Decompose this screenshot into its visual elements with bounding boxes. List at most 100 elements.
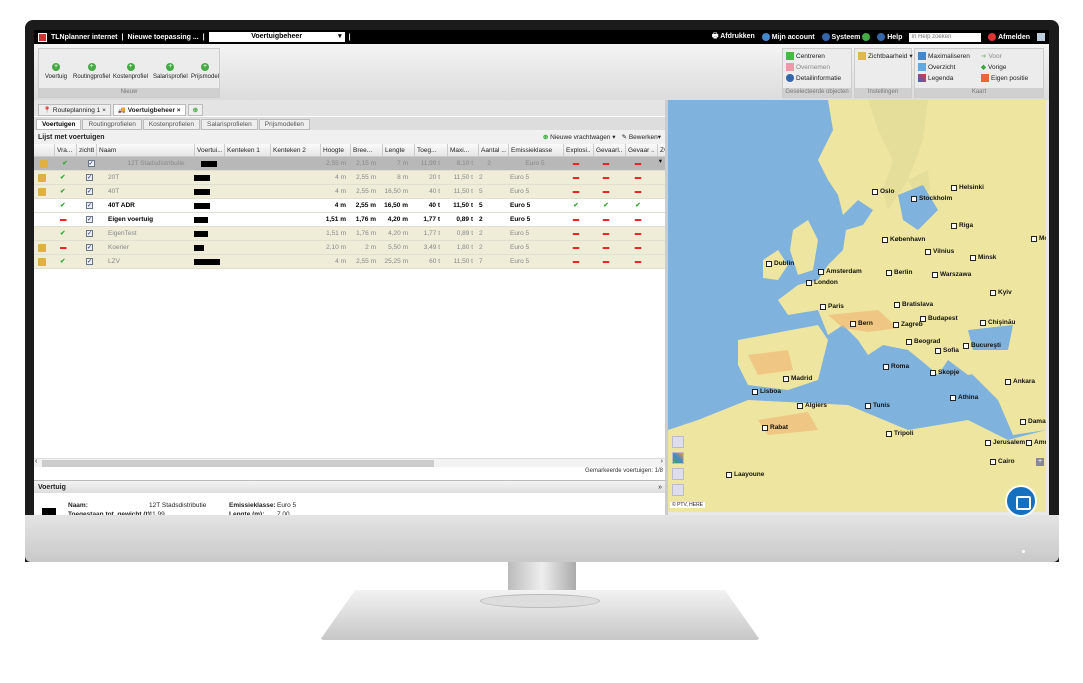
map-city-label[interactable]: Beograd xyxy=(906,338,940,345)
map-city-label[interactable]: Algiers xyxy=(797,402,827,409)
forward-button[interactable]: ➜ Voor xyxy=(981,52,1002,61)
logout-button[interactable]: Afmelden xyxy=(988,33,1030,41)
column-header[interactable]: Aantal ... xyxy=(478,144,506,156)
new-routingprofile-button[interactable]: + Routingprofiel xyxy=(73,63,111,80)
print-button[interactable]: 🖶 Afdrukken xyxy=(711,32,755,40)
map-city-label[interactable]: Bratislava xyxy=(894,301,933,308)
add-tab-button[interactable]: ⊕ xyxy=(187,104,204,116)
map-city-label[interactable]: Riga xyxy=(951,222,973,229)
map-layers-tool[interactable] xyxy=(672,436,684,448)
map-city-label[interactable]: Ankara xyxy=(1005,378,1035,385)
column-header[interactable]: Zv xyxy=(657,144,667,156)
map-city-label[interactable]: London xyxy=(806,279,838,286)
new-vehicle-button[interactable]: + Voertuig xyxy=(45,63,68,80)
expand-map-button[interactable]: + xyxy=(1036,458,1044,466)
column-header[interactable]: Gevaarl... xyxy=(593,144,622,156)
subtab-routingprofielen[interactable]: Routingprofielen xyxy=(82,119,142,130)
map-city-label[interactable]: Dublin xyxy=(766,260,794,267)
column-header[interactable]: Vra... xyxy=(54,144,74,156)
table-row[interactable]: ✔ ✓ 40T 4 m 2,55 m 16,50 m 40 t 11,50 t 5 Euro 5 ▬… xyxy=(34,185,665,199)
subtab-voertuigen[interactable]: Voertuigen xyxy=(36,119,82,130)
map-city-label[interactable]: Chişinău xyxy=(980,319,1015,326)
tab-voertuigbeheer[interactable]: 🚚 Voertuigbeheer × xyxy=(112,104,186,116)
map-city-label[interactable]: Mo xyxy=(1031,235,1046,242)
visible-checkbox[interactable]: ✓ xyxy=(86,173,93,181)
visibility-dropdown[interactable]: Zichtbaarheid ▾ xyxy=(858,52,913,60)
map-city-label[interactable]: Amsterdam xyxy=(818,268,862,275)
map-city-label[interactable]: Jerusalem xyxy=(985,439,1025,446)
horizontal-scrollbar[interactable]: ‹ › xyxy=(34,458,665,467)
map-city-label[interactable]: Damascus xyxy=(1020,418,1046,425)
map-city-label[interactable]: Amma xyxy=(1026,439,1046,446)
map-city-label[interactable]: Zagreb xyxy=(893,321,923,328)
column-header[interactable]: Kenteken 1 xyxy=(224,144,268,156)
map-city-label[interactable]: København xyxy=(882,236,925,243)
column-header[interactable]: Toeg... xyxy=(414,144,443,156)
map-city-label[interactable]: Roma xyxy=(883,363,909,370)
map-city-label[interactable]: Vilnius xyxy=(925,248,954,255)
visible-checkbox[interactable]: ✓ xyxy=(86,257,93,265)
visible-checkbox[interactable]: ✓ xyxy=(87,159,95,167)
visible-checkbox[interactable]: ✓ xyxy=(86,187,93,195)
center-button[interactable]: Centreren xyxy=(786,52,825,60)
map-city-label[interactable]: Bucureşti xyxy=(963,342,1001,349)
account-button[interactable]: Mijn account xyxy=(761,33,815,41)
own-position-button[interactable]: Eigen positie xyxy=(981,74,1028,82)
map-city-label[interactable]: Berlin xyxy=(886,269,912,276)
panel-splitter[interactable] xyxy=(665,100,668,515)
map-city-label[interactable]: Minsk xyxy=(970,254,996,261)
map-city-label[interactable]: Athina xyxy=(950,394,978,401)
map-view-tool[interactable] xyxy=(672,452,684,464)
pan-hand-tool[interactable] xyxy=(672,468,684,480)
column-header[interactable]: zichtbaar xyxy=(76,144,94,156)
map-city-label[interactable]: Cairo xyxy=(990,458,1015,465)
map-city-label[interactable]: Budapest xyxy=(920,315,958,322)
help-search-input[interactable] xyxy=(909,32,982,42)
column-header[interactable]: Lengte xyxy=(382,144,410,156)
map-city-label[interactable]: Sofia xyxy=(935,347,959,354)
new-truck-button[interactable]: ⊕ Nieuwe vrachtwagen ▾ xyxy=(542,134,616,141)
map-city-label[interactable]: Paris xyxy=(820,303,844,310)
map-city-label[interactable]: Rabat xyxy=(762,424,788,431)
visible-checkbox[interactable]: ✓ xyxy=(86,229,93,237)
map-city-label[interactable]: Tunis xyxy=(865,402,890,409)
column-header[interactable]: Gevaar ... xyxy=(625,144,654,156)
table-row[interactable]: ✔ ✓ 20T 4 m 2,55 m 8 m 20 t 11,50 t 2 Euro 5 ▬ ▬ ▬ xyxy=(34,171,665,185)
map-city-label[interactable]: Tripoli xyxy=(886,430,914,437)
maximize-button[interactable]: Maximaliseren xyxy=(918,52,970,60)
map-city-label[interactable]: Lisboa xyxy=(752,388,781,395)
map-city-label[interactable]: Skopje xyxy=(930,369,959,376)
column-header[interactable]: Voertui... xyxy=(194,144,222,156)
subtab-kostenprofielen[interactable]: Kostenprofielen xyxy=(142,119,200,130)
map-view[interactable]: + © PTV, HERE Oslo Helsinki Stockholm Riga M… xyxy=(668,100,1046,512)
column-header[interactable]: Naam xyxy=(96,144,192,156)
visible-checkbox[interactable]: ✓ xyxy=(86,201,93,209)
overview-button[interactable]: Overzicht xyxy=(918,63,955,71)
new-app-button[interactable]: Nieuwe toepassing ... xyxy=(127,33,199,41)
subtab-prijsmodellen[interactable]: Prijsmodellen xyxy=(258,119,310,130)
detail-info-button[interactable]: Detailinformatie xyxy=(786,74,841,82)
map-city-label[interactable]: Oslo xyxy=(872,188,894,195)
table-row[interactable]: ✔ ✓ 12T Stadsdistributie 2,55 m 2,15 m 7 m 11,… xyxy=(34,157,665,171)
new-pricemodel-button[interactable]: + Prijsmodel xyxy=(191,63,220,80)
back-button[interactable]: ◆ Vorige xyxy=(981,63,1007,72)
map-city-label[interactable]: Laayoune xyxy=(726,471,764,478)
help-button[interactable]: Help xyxy=(877,33,902,41)
zoom-box-tool[interactable] xyxy=(672,484,684,496)
map-city-label[interactable]: Bern xyxy=(850,320,873,327)
module-select[interactable]: Voertuigbeheer xyxy=(208,32,345,42)
chat-widget-button[interactable] xyxy=(1005,485,1037,517)
column-header[interactable]: Hoogte xyxy=(320,144,346,156)
tab-routeplanning[interactable]: 📍 Routeplanning 1 × xyxy=(38,104,111,116)
map-city-label[interactable]: Helsinki xyxy=(951,184,984,191)
system-button[interactable]: Systeem xyxy=(821,33,871,41)
table-row[interactable]: ▬ ✓ Koerier 2,10 m 2 m 5,50 m 3,49 t 1,80 t 2 Eur… xyxy=(34,241,665,255)
column-header[interactable]: Explosi... xyxy=(563,144,591,156)
map-city-label[interactable]: Stockholm xyxy=(911,195,952,202)
legend-button[interactable]: Legenda xyxy=(918,74,953,82)
map-city-label[interactable]: Warszawa xyxy=(932,271,971,278)
new-salaryprofile-button[interactable]: + Salarisprofiel xyxy=(153,63,188,80)
window-icon[interactable] xyxy=(1037,33,1045,41)
visible-checkbox[interactable]: ✓ xyxy=(86,215,93,223)
subtab-salarisprofielen[interactable]: Salarisprofielen xyxy=(200,119,258,130)
